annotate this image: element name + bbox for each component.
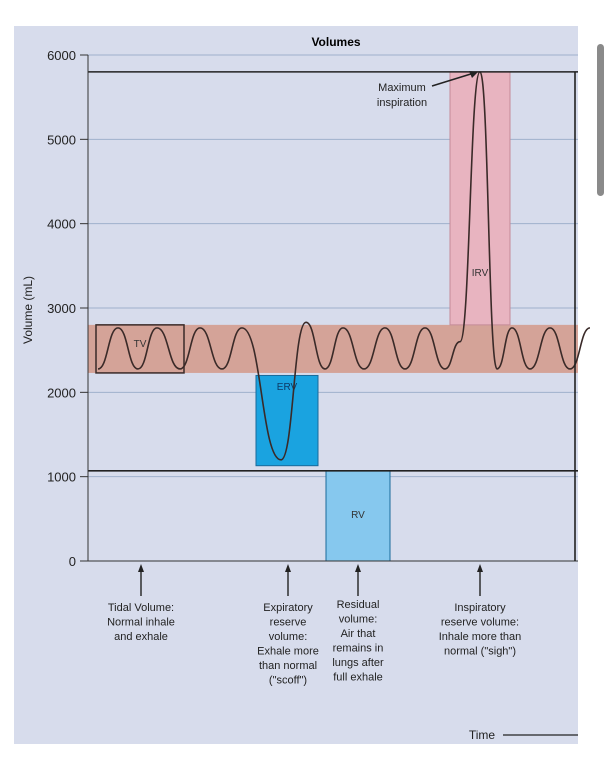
x-axis-label: Time <box>469 728 496 742</box>
max-inspiration-arrow <box>431 72 475 87</box>
arrowhead-icon <box>138 564 144 572</box>
caption-text: Exhale more <box>257 646 319 658</box>
caption-text: ("scoff") <box>269 675 307 687</box>
y-tick-label: 2000 <box>47 385 76 400</box>
region-tv <box>95 324 185 374</box>
volume-curve <box>97 71 591 461</box>
caption-text: full exhale <box>333 672 383 684</box>
y-tick-label: 0 <box>69 554 76 569</box>
caption-text: volume: <box>269 631 308 643</box>
caption-text: Air that <box>341 628 376 640</box>
arrowhead-icon <box>477 564 483 572</box>
caption-text: Normal inhale <box>107 617 175 629</box>
tv-band <box>88 324 578 373</box>
caption-text: volume: <box>339 614 378 626</box>
caption-text: lungs after <box>332 657 384 669</box>
caption-text: Inhale more than <box>439 631 522 643</box>
y-tick-label: 4000 <box>47 217 76 232</box>
caption-text: reserve volume: <box>441 617 519 629</box>
caption-text: Inspiratory <box>454 602 506 614</box>
caption-text: normal ("sigh") <box>444 646 516 658</box>
region-irv <box>449 71 511 326</box>
caption-text: Expiratory <box>263 602 313 614</box>
region-label-tv: TV <box>134 339 147 350</box>
y-tick-label: 3000 <box>47 301 76 316</box>
arrowhead-icon <box>469 71 478 78</box>
max-inspiration-label: inspiration <box>377 97 427 109</box>
arrowhead-icon <box>285 564 291 572</box>
y-tick-label: 1000 <box>47 470 76 485</box>
caption-text: Tidal Volume: <box>108 602 174 614</box>
caption-text: Residual <box>337 599 380 611</box>
y-tick-label: 6000 <box>47 48 76 63</box>
y-axis-label: Volume (mL) <box>21 276 35 344</box>
caption-text: than normal <box>259 660 317 672</box>
max-inspiration-label: Maximum <box>378 82 426 94</box>
y-tick-label: 5000 <box>47 132 76 147</box>
region-label-irv: IRV <box>472 268 489 279</box>
region-label-erv: ERV <box>277 382 298 393</box>
caption-text: remains in <box>333 643 384 655</box>
region-label-rv: RV <box>351 510 365 521</box>
caption-text: and exhale <box>114 631 168 643</box>
scrollbar[interactable] <box>597 44 604 196</box>
caption-text: reserve <box>270 617 307 629</box>
arrowhead-icon <box>355 564 361 572</box>
chart-title: Volumes <box>311 35 360 49</box>
